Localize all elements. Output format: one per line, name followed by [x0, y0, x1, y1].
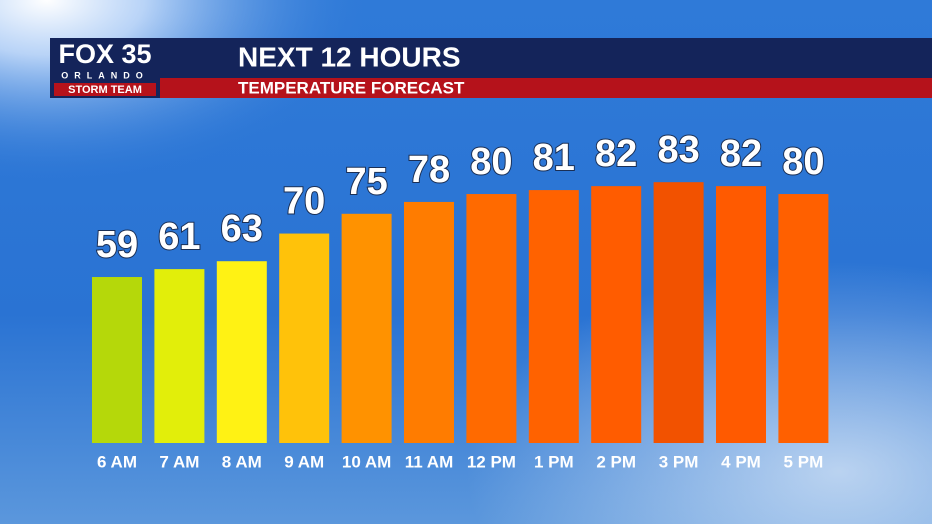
chart-subtitle: TEMPERATURE FORECAST — [238, 78, 465, 97]
bar — [92, 277, 142, 443]
x-tick-label: 2 PM — [596, 452, 636, 471]
value-label: 75 — [345, 161, 387, 203]
value-label: 82 — [595, 133, 637, 175]
value-label: 80 — [470, 141, 512, 183]
x-tick-label: 3 PM — [659, 452, 699, 471]
x-tick-label: 10 AM — [342, 452, 391, 471]
x-tick-label: 1 PM — [534, 452, 574, 471]
x-tick-label: 5 PM — [784, 452, 824, 471]
value-label: 59 — [96, 224, 138, 266]
bar — [591, 186, 642, 444]
value-label: 80 — [782, 141, 824, 183]
x-tick-label: 4 PM — [721, 452, 761, 471]
logo-team: STORM TEAM — [68, 84, 142, 96]
logo-team-box — [54, 83, 156, 96]
subtitle-band — [160, 78, 932, 98]
bar — [154, 269, 205, 443]
value-label: 78 — [408, 149, 450, 191]
x-tick-label: 9 AM — [284, 452, 324, 471]
bar — [404, 201, 454, 443]
x-tick-label: 11 AM — [405, 452, 454, 471]
bar — [528, 190, 579, 443]
bar — [341, 213, 392, 443]
value-label: 81 — [533, 137, 575, 179]
logo-city: ORLANDO — [61, 70, 149, 80]
bar — [653, 182, 704, 443]
logo-name: FOX 35 — [58, 39, 151, 69]
value-label: 82 — [720, 133, 762, 175]
value-label: 83 — [657, 129, 699, 171]
bar — [216, 261, 267, 443]
bar — [716, 186, 766, 444]
bar — [279, 233, 330, 443]
x-tick-label: 12 PM — [467, 452, 516, 471]
value-label: 61 — [158, 216, 200, 258]
bar — [778, 194, 829, 443]
title-band — [50, 38, 932, 78]
value-label: 63 — [221, 208, 263, 250]
x-tick-label: 7 AM — [159, 452, 199, 471]
x-tick-label: 8 AM — [222, 452, 262, 471]
x-tick-label: 6 AM — [97, 452, 137, 471]
bar — [466, 194, 517, 443]
value-label: 70 — [283, 181, 325, 223]
chart-title: NEXT 12 HOURS — [238, 41, 461, 72]
